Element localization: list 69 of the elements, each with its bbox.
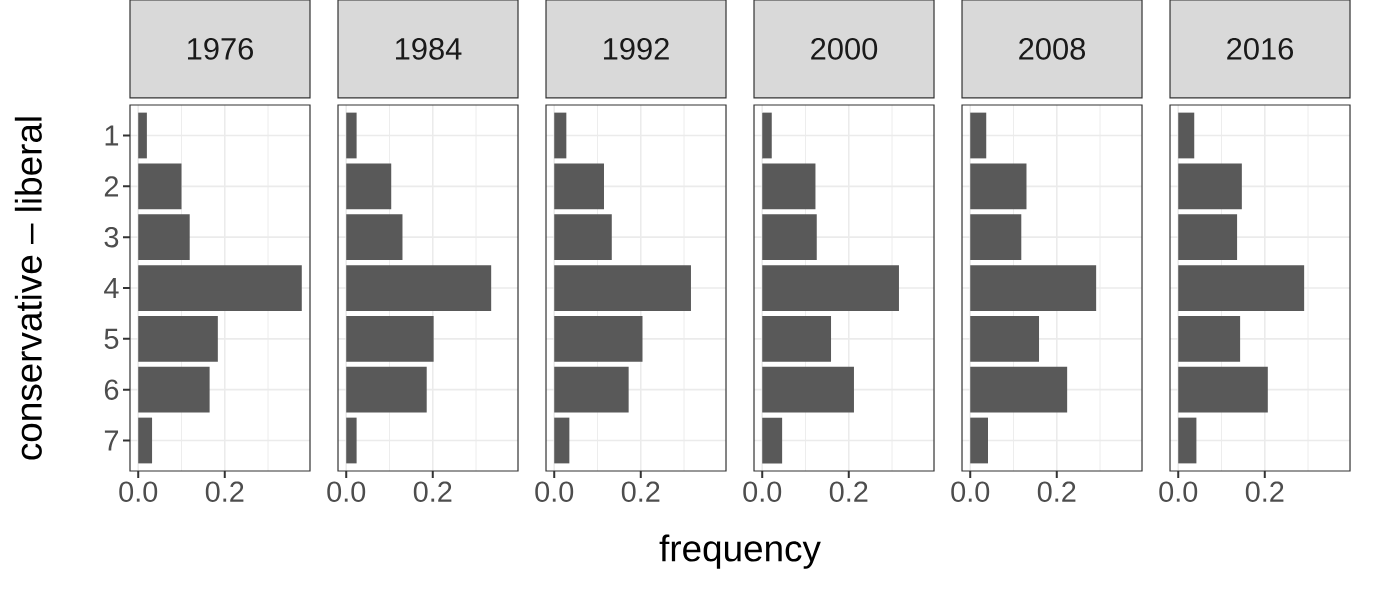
bar: [1178, 112, 1195, 159]
bar: [138, 214, 190, 261]
bar: [762, 315, 832, 362]
x-tick-label: 0.2: [205, 481, 244, 502]
x-tick-label: 0.0: [951, 481, 990, 502]
bar: [762, 265, 899, 311]
chart-title: 2008: [1019, 37, 1086, 60]
bar: [138, 112, 147, 159]
x-tick-label: 0.0: [327, 481, 366, 502]
bar: [1178, 366, 1268, 413]
chart-title: 1984: [396, 37, 462, 60]
bar: [762, 214, 817, 261]
chart-title: 1976: [188, 37, 253, 60]
bar: [346, 112, 357, 159]
chart-title: 2000: [811, 37, 878, 60]
bar: [346, 417, 357, 464]
y-tick-label: 6: [104, 379, 119, 400]
bar: [554, 366, 629, 413]
bar: [138, 163, 182, 210]
chart-title: 2016: [1227, 37, 1294, 60]
bar: [1178, 417, 1197, 464]
bar: [970, 163, 1027, 210]
bar: [762, 163, 816, 210]
bar: [762, 366, 854, 413]
y-tick-label: 1: [105, 125, 119, 146]
bar: [138, 315, 218, 362]
y-axis-title: conservative – liberal: [14, 117, 42, 460]
bar: [346, 163, 392, 210]
bar: [970, 315, 1040, 362]
bar: [346, 366, 427, 413]
bar: [138, 265, 302, 311]
x-tick-label: 0.0: [743, 481, 782, 502]
bar: [554, 214, 612, 261]
x-tick-label: 0.2: [621, 481, 660, 502]
y-tick-label: 5: [104, 328, 119, 349]
x-tick-label: 0.0: [535, 481, 574, 502]
y-tick-label: 4: [104, 278, 119, 298]
bar: [762, 112, 772, 159]
y-tick-label: 3: [104, 226, 119, 248]
bar: [138, 417, 153, 464]
bar: [970, 417, 988, 464]
bar: [762, 417, 783, 464]
bar: [1178, 214, 1238, 261]
x-tick-label: 0.2: [1037, 481, 1076, 502]
bar: [970, 366, 1068, 413]
x-axis-title: frequency: [659, 534, 821, 569]
x-tick-label: 0.2: [829, 481, 868, 502]
bar: [1178, 163, 1242, 210]
bar: [346, 315, 434, 362]
x-tick-label: 0.0: [119, 481, 158, 502]
bar: [554, 417, 570, 464]
x-tick-label: 0.2: [413, 481, 452, 502]
bar: [1178, 265, 1305, 311]
y-tick-label: 2: [104, 176, 119, 197]
x-tick-label: 0.2: [1245, 481, 1284, 502]
bar: [346, 214, 403, 261]
chart-title: 1992: [604, 37, 669, 60]
bar: [346, 265, 492, 311]
bar: [138, 366, 210, 413]
bar: [554, 163, 604, 210]
bar: [970, 214, 1022, 261]
bar: [554, 112, 567, 159]
y-tick-label: 7: [104, 430, 119, 451]
bar: [554, 315, 643, 362]
bar: [970, 112, 987, 159]
x-tick-label: 0.0: [1159, 481, 1198, 502]
bar: [554, 265, 691, 311]
bar: [1178, 315, 1241, 362]
bar: [970, 265, 1097, 311]
